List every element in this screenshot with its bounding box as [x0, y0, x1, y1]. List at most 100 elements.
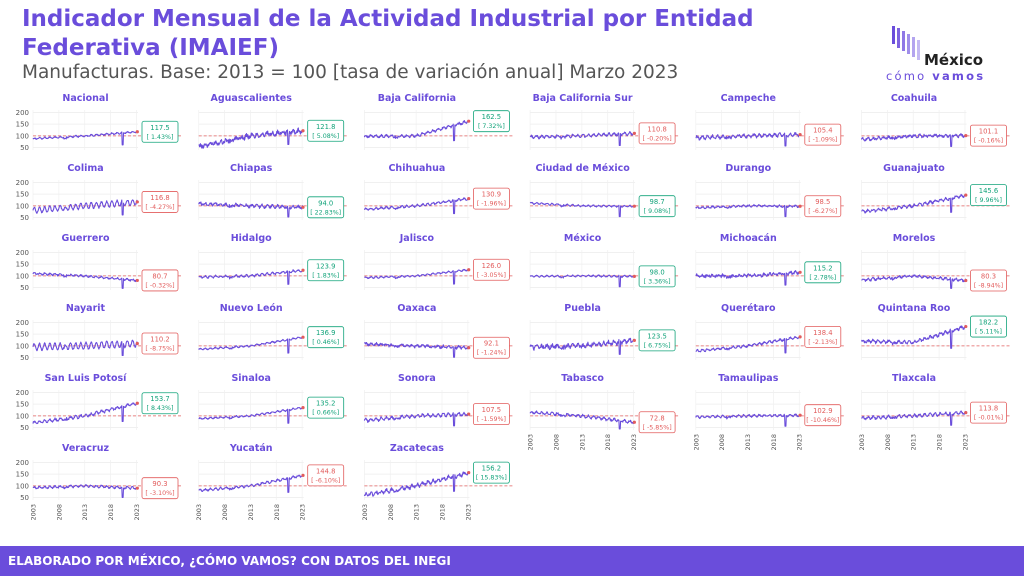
- value-label: 121.8 [ 5.08%]: [307, 119, 345, 142]
- panel-value: 80.3: [981, 273, 996, 281]
- panel-value: 126.0: [482, 262, 501, 270]
- value-label: 135.2 [ 0.66%]: [307, 396, 345, 419]
- panel-value: 92.1: [484, 340, 499, 348]
- y-tick-label: 200: [16, 179, 29, 187]
- x-tick-label: 2013: [247, 504, 255, 521]
- x-tick-label: 2023: [796, 434, 804, 451]
- series-line: [861, 193, 966, 214]
- series-line: [32, 130, 138, 146]
- last-value-point: [467, 346, 471, 350]
- last-value-point: [135, 341, 139, 346]
- x-tick-label: 2018: [107, 504, 115, 521]
- panel-change: [ -1.59%]: [477, 416, 506, 423]
- x-tick-label: 2013: [910, 434, 918, 451]
- panel-nacional: Nacional 50 100 150 200 117.5 [ 1.43%]: [16, 93, 182, 152]
- panel-change: [ -0.01%]: [974, 415, 1003, 422]
- series-line: [363, 411, 470, 427]
- series-line: [529, 274, 635, 288]
- panel-title: Nacional: [62, 93, 108, 104]
- panel-colima: Colima 50 100 150 200 116.8 [ -4.27%]: [16, 163, 182, 222]
- series-line: [695, 203, 801, 218]
- panel-title: Chiapas: [230, 163, 273, 174]
- value-label-box: [472, 187, 510, 210]
- last-value-point: [301, 129, 305, 133]
- panel-change: [ 6.75%]: [644, 342, 671, 349]
- value-label: 110.2 [ -8.75%]: [141, 332, 179, 355]
- last-value-point: [135, 200, 139, 204]
- last-value-point: [964, 278, 968, 283]
- y-tick-label: 200: [16, 389, 29, 397]
- panel-value: 135.2: [316, 400, 335, 408]
- last-value-point: [632, 274, 637, 278]
- x-tick-label: 2008: [718, 434, 726, 451]
- value-label: 138.4 [ -2.13%]: [804, 325, 842, 348]
- panel-title: Tlaxcala: [892, 373, 936, 384]
- panel-title: Michoacán: [720, 233, 777, 244]
- panel-change: [ 9.08%]: [644, 208, 671, 215]
- last-value-point: [632, 338, 637, 342]
- x-tick-label: 2013: [578, 434, 586, 451]
- panel-zacatecas: Zacatecas 2003 2008 2013 2018 2023 156.2 [ 15.8…: [361, 443, 514, 521]
- x-tick-label: 2008: [552, 434, 560, 451]
- value-label: 126.0 [ -3.05%]: [472, 258, 510, 281]
- panel-aguascalientes: Aguascalientes 121.8 [ 5.08%]: [198, 93, 348, 150]
- panel-title: San Luis Potosí: [45, 373, 128, 384]
- page-subtitle: Manufacturas. Base: 2013 = 100 [tasa de …: [22, 62, 679, 83]
- panel-title: Veracruz: [62, 443, 109, 454]
- x-tick-label: 2003: [527, 434, 535, 451]
- last-value-point: [135, 486, 139, 490]
- value-label-box: [141, 120, 179, 143]
- value-label-box: [307, 259, 345, 282]
- panel-change: [ 7.32%]: [478, 123, 505, 130]
- panel-title: Baja California Sur: [533, 93, 633, 104]
- value-label: 107.5 [ -1.59%]: [472, 403, 510, 426]
- panel-baja-california: Baja California 162.5 [ 7.32%]: [363, 93, 514, 150]
- panel-title: Morelos: [893, 233, 936, 244]
- panel-coahuila: Coahuila 101.1 [ -0.16%]: [860, 93, 1011, 150]
- last-value-point: [798, 413, 802, 417]
- last-value-point: [467, 197, 471, 201]
- series-line: [363, 341, 470, 358]
- value-label: 90.3 [ -3.10%]: [141, 477, 179, 500]
- panel-change: [ -0.20%]: [642, 135, 671, 142]
- x-tick-label: 2008: [221, 504, 229, 521]
- panel-guanajuato: Guanajuato 145.6 [ 9.96%]: [861, 163, 1011, 220]
- last-value-point: [964, 193, 968, 197]
- value-label-box: [141, 191, 179, 213]
- x-tick-label: 2008: [55, 504, 63, 521]
- last-value-point: [135, 278, 139, 283]
- panel-change: [ 1.83%]: [312, 272, 339, 279]
- y-tick-label: 50: [20, 494, 29, 502]
- panel-change: [ -0.32%]: [145, 282, 174, 289]
- panel-value: 123.9: [316, 262, 335, 270]
- series-line: [364, 268, 470, 285]
- panel-title: Quintana Roo: [878, 303, 951, 314]
- panel-title: Sonora: [398, 373, 436, 384]
- y-tick-label: 200: [16, 109, 29, 117]
- panel-value: 115.2: [813, 264, 832, 272]
- panel-change: [ 9.96%]: [975, 197, 1002, 204]
- y-tick-label: 200: [16, 319, 29, 327]
- value-label-box: [970, 184, 1007, 207]
- panel-chiapas: Chiapas 94.0 [ 22.83%]: [198, 163, 348, 220]
- logo-line1: México: [924, 51, 983, 69]
- panel-title: Campeche: [721, 93, 776, 104]
- panel-oaxaca: Oaxaca 92.1 [ -1.24%]: [363, 303, 514, 360]
- value-label-box: [638, 265, 676, 288]
- panel-value: 110.2: [150, 335, 169, 343]
- panel-change: [ -3.05%]: [477, 272, 506, 279]
- y-tick-label: 200: [16, 249, 29, 257]
- panel-nayarit: Nayarit 50 100 150 200 110.2 [ -8.75%]: [16, 303, 182, 362]
- panel-value: 116.8: [150, 194, 169, 202]
- panel-change: [ -1.96%]: [477, 201, 506, 208]
- x-tick-label: 2018: [273, 504, 281, 521]
- panel-sinaloa: Sinaloa 135.2 [ 0.66%]: [198, 373, 348, 430]
- panel-value: 138.4: [813, 329, 832, 337]
- value-label-box: [307, 464, 345, 487]
- series-line: [363, 197, 469, 215]
- x-tick-label: 2013: [744, 434, 752, 451]
- panel-change: [ 22.83%]: [310, 209, 341, 216]
- panel-title: Zacatecas: [390, 443, 444, 454]
- panel-value: 110.8: [647, 125, 666, 133]
- y-tick-label: 100: [16, 202, 29, 210]
